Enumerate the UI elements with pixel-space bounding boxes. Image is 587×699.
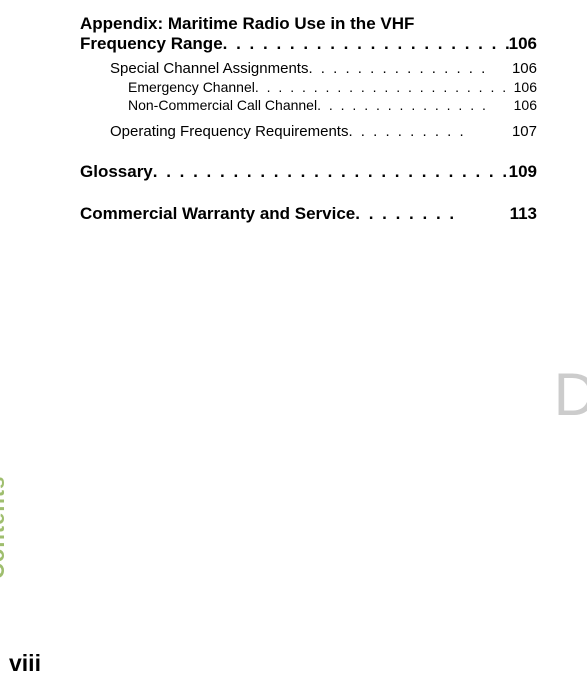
toc-page: 106 — [514, 97, 537, 113]
toc-page: 106 — [509, 34, 537, 54]
toc-leader: . . . . . . . . . . . . . . . — [308, 60, 512, 77]
draft-watermark: D — [554, 360, 587, 429]
toc-title: Glossary — [80, 162, 153, 182]
toc-title: Frequency Range — [80, 34, 223, 54]
toc-page: 106 — [514, 79, 537, 95]
page-number: viii — [9, 650, 41, 677]
toc-leader: . . . . . . . . . . . . . . . . . . . . … — [153, 162, 509, 182]
toc-entry-appendix-line2: Frequency Range . . . . . . . . . . . . … — [80, 34, 537, 54]
toc-page: 109 — [509, 162, 537, 182]
toc-entry-glossary: Glossary . . . . . . . . . . . . . . . .… — [80, 162, 537, 182]
toc-title: Non-Commercial Call Channel — [128, 97, 317, 113]
toc-entry-noncommercial-call: Non-Commercial Call Channel . . . . . . … — [80, 97, 537, 113]
toc-entry-emergency-channel: Emergency Channel . . . . . . . . . . . … — [80, 79, 537, 95]
toc-title: Emergency Channel — [128, 79, 255, 95]
sidebar-section-label: Contents — [0, 476, 10, 579]
toc-title: Special Channel Assignments — [110, 60, 308, 77]
toc-leader: . . . . . . . . . . . . . . . . . . . . … — [255, 79, 514, 95]
toc-title: Commercial Warranty and Service — [80, 204, 355, 224]
toc-title: Operating Frequency Requirements — [110, 123, 348, 140]
toc-entry-appendix-line1: Appendix: Maritime Radio Use in the VHF — [80, 14, 537, 34]
toc-entry-special-channel: Special Channel Assignments . . . . . . … — [80, 60, 537, 77]
toc-content: Appendix: Maritime Radio Use in the VHF … — [0, 0, 587, 224]
toc-entry-warranty: Commercial Warranty and Service . . . . … — [80, 204, 537, 224]
toc-leader: . . . . . . . . . . . . . . . . . . . . … — [223, 34, 509, 54]
toc-entry-operating-freq: Operating Frequency Requirements . . . .… — [80, 123, 537, 140]
toc-title: Appendix: Maritime Radio Use in the VHF — [80, 14, 414, 33]
toc-page: 113 — [510, 204, 537, 224]
toc-page: 107 — [512, 123, 537, 140]
toc-leader: . . . . . . . . . . . . . . . — [317, 97, 514, 113]
toc-leader: . . . . . . . . . . — [348, 123, 512, 140]
toc-leader: . . . . . . . . — [355, 204, 509, 224]
toc-page: 106 — [512, 60, 537, 77]
